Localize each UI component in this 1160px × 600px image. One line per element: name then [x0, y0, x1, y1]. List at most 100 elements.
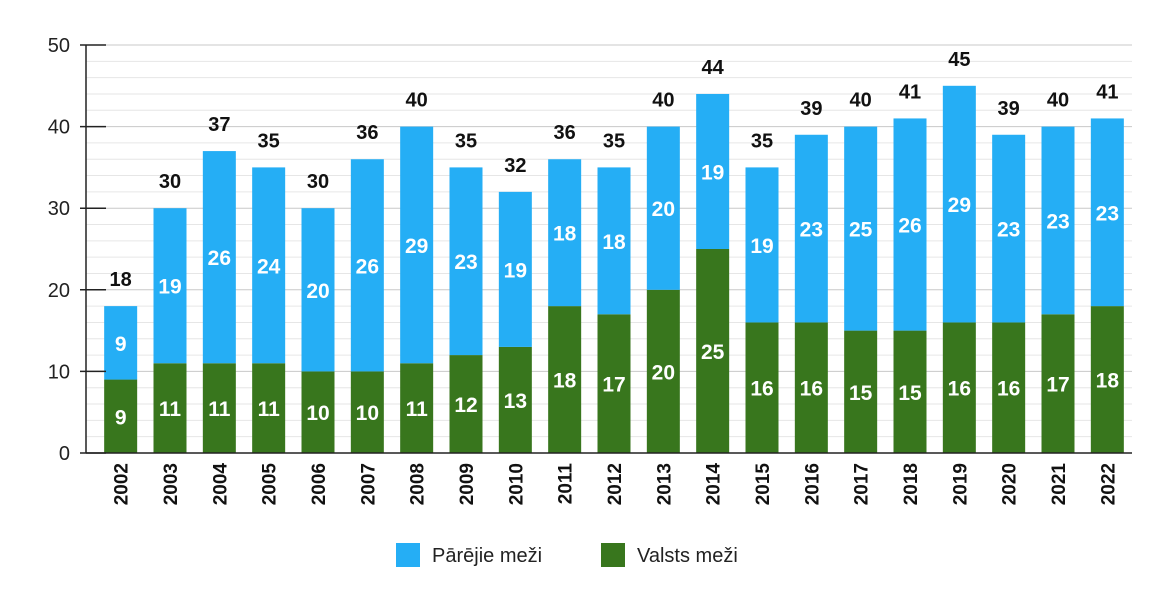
total-label-2014: 44: [702, 57, 725, 79]
data-label-valsts-mezi-2007: 10: [356, 402, 379, 425]
bar-parejie-mezi-2021: [1041, 126, 1075, 315]
x-tick-label-2017: 2017: [852, 463, 873, 505]
bar-valsts-mezi-2013: [646, 289, 680, 453]
data-label-valsts-mezi-2003: 11: [159, 398, 182, 421]
x-tick-label-2007: 2007: [358, 463, 379, 505]
bar-valsts-mezi-2017: [844, 330, 878, 453]
data-label-valsts-mezi-2017: 15: [849, 382, 873, 405]
bar-valsts-mezi-2010: [498, 346, 532, 453]
bar-parejie-mezi-2004: [202, 151, 236, 364]
data-label-valsts-mezi-2021: 17: [1046, 374, 1069, 397]
legend-label-parejie-mezi: Pārējie meži: [432, 545, 542, 567]
total-label-2009: 35: [455, 130, 477, 152]
total-label-2011: 36: [554, 122, 576, 144]
x-tick-label-2012: 2012: [605, 463, 626, 505]
data-label-valsts-mezi-2018: 15: [898, 382, 922, 405]
data-label-parejie-mezi-2002: 9: [115, 333, 127, 356]
bar-parejie-mezi-2019: [942, 85, 976, 323]
bar-valsts-mezi-2015: [745, 322, 779, 453]
bar-parejie-mezi-2018: [893, 118, 927, 331]
bars: [104, 85, 1124, 453]
labels: 9 9 18 2002 11 19 30 2003 11 26 37 2004 11 24 35 2005 10…: [110, 49, 1120, 505]
data-label-valsts-mezi-2005: 11: [258, 398, 281, 421]
data-label-valsts-mezi-2009: 12: [454, 394, 477, 417]
total-label-2002: 18: [110, 269, 132, 291]
x-tick-label-2006: 2006: [309, 463, 330, 505]
y-tick-label: 50: [48, 35, 70, 57]
data-label-parejie-mezi-2013: 20: [652, 198, 675, 221]
data-label-parejie-mezi-2014: 19: [701, 161, 724, 184]
bar-valsts-mezi-2011: [548, 306, 582, 453]
data-label-parejie-mezi-2012: 18: [602, 231, 626, 254]
data-label-valsts-mezi-2008: 11: [406, 398, 429, 421]
data-label-parejie-mezi-2005: 24: [257, 255, 281, 278]
data-label-parejie-mezi-2019: 29: [948, 194, 971, 217]
bar-valsts-mezi-2016: [794, 322, 828, 453]
x-tick-label-2004: 2004: [210, 463, 231, 506]
total-label-2020: 39: [998, 98, 1020, 120]
y-tick-label: 10: [48, 361, 70, 383]
data-label-valsts-mezi-2014: 25: [701, 341, 725, 364]
bar-parejie-mezi-2013: [646, 126, 680, 290]
data-label-valsts-mezi-2012: 17: [602, 374, 625, 397]
data-label-parejie-mezi-2011: 18: [553, 223, 577, 246]
bar-valsts-mezi-2008: [400, 363, 434, 453]
bar-valsts-mezi-2003: [153, 363, 187, 453]
x-tick-label-2021: 2021: [1049, 463, 1070, 506]
bar-valsts-mezi-2002: [104, 379, 138, 453]
bar-valsts-mezi-2014: [696, 249, 730, 453]
x-tick-label-2008: 2008: [408, 463, 429, 505]
bar-parejie-mezi-2005: [252, 167, 286, 364]
total-label-2004: 37: [208, 114, 230, 136]
data-label-parejie-mezi-2003: 19: [158, 276, 181, 299]
data-label-parejie-mezi-2021: 23: [1046, 210, 1069, 233]
x-tick-label-2015: 2015: [753, 463, 774, 506]
data-label-parejie-mezi-2018: 26: [898, 215, 921, 238]
data-label-valsts-mezi-2022: 18: [1096, 370, 1120, 393]
bar-parejie-mezi-2017: [844, 126, 878, 331]
total-label-2005: 35: [258, 130, 280, 152]
y-tick-label: 20: [48, 280, 70, 302]
data-label-valsts-mezi-2011: 18: [553, 370, 577, 393]
bar-valsts-mezi-2007: [350, 371, 384, 453]
x-tick-label-2009: 2009: [457, 463, 478, 505]
data-label-parejie-mezi-2009: 23: [454, 251, 477, 274]
bar-parejie-mezi-2006: [301, 208, 335, 372]
data-label-parejie-mezi-2020: 23: [997, 219, 1020, 242]
x-tick-label-2018: 2018: [901, 463, 922, 505]
y-tick-label: 30: [48, 198, 70, 220]
x-tick-label-2011: 2011: [556, 463, 577, 505]
data-label-parejie-mezi-2007: 26: [356, 255, 379, 278]
total-label-2012: 35: [603, 130, 625, 152]
data-label-parejie-mezi-2015: 19: [750, 235, 773, 258]
legend: Pārējie meži Valsts meži: [396, 543, 738, 567]
bar-parejie-mezi-2012: [597, 167, 631, 315]
total-label-2017: 40: [850, 90, 872, 112]
bar-valsts-mezi-2009: [449, 355, 483, 453]
legend-swatch-valsts-mezi: [601, 543, 625, 567]
x-tick-label-2014: 2014: [704, 463, 725, 506]
x-tick-label-2003: 2003: [161, 463, 182, 505]
x-tick-label-2019: 2019: [950, 463, 971, 505]
x-tick-label-2013: 2013: [654, 463, 675, 505]
data-label-valsts-mezi-2016: 16: [800, 378, 823, 401]
bar-parejie-mezi-2009: [449, 167, 483, 356]
total-label-2003: 30: [159, 171, 181, 193]
data-label-parejie-mezi-2016: 23: [800, 219, 823, 242]
bar-valsts-mezi-2018: [893, 330, 927, 453]
bar-valsts-mezi-2019: [942, 322, 976, 453]
data-label-parejie-mezi-2004: 26: [208, 247, 231, 270]
y-tick-label: 40: [48, 117, 70, 139]
bar-valsts-mezi-2020: [992, 322, 1026, 453]
bar-valsts-mezi-2012: [597, 314, 631, 453]
data-label-parejie-mezi-2022: 23: [1096, 202, 1119, 225]
bar-parejie-mezi-2014: [696, 93, 730, 250]
x-tick-label-2005: 2005: [260, 463, 281, 506]
total-label-2018: 41: [899, 81, 921, 103]
axes: 0 10 20 30 40 50: [48, 35, 1132, 465]
total-label-2006: 30: [307, 171, 329, 193]
x-tick-label-2002: 2002: [112, 463, 133, 505]
bar-valsts-mezi-2004: [202, 363, 236, 453]
total-label-2022: 41: [1096, 81, 1118, 103]
